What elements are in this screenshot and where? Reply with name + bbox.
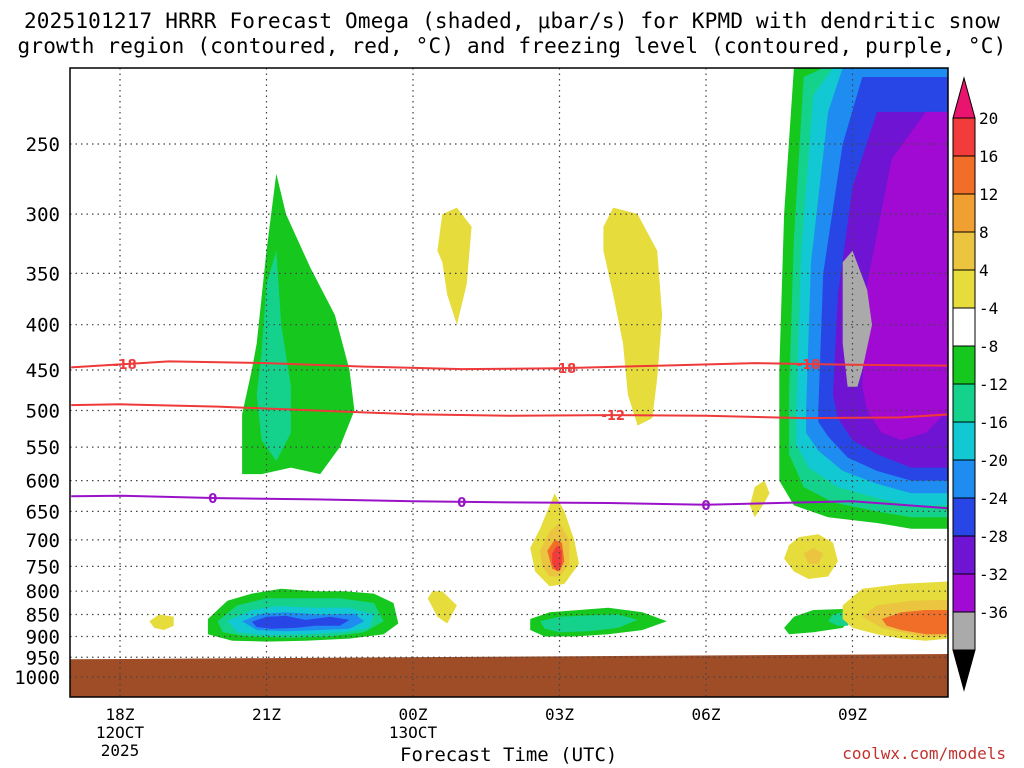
colorbar-swatch-1 xyxy=(952,155,976,195)
colorbar-label-12: -32 xyxy=(979,565,1008,584)
y-tick-label-350: 350 xyxy=(26,263,60,285)
contour-label-freezing-level-2: 0 xyxy=(701,499,710,514)
teal-cell-low-03z xyxy=(540,614,638,633)
y-tick-label-300: 300 xyxy=(26,204,60,226)
colorbar-label-3: 8 xyxy=(979,223,989,242)
red-cell-low-10z xyxy=(881,610,948,635)
colorbar-swatch-10 xyxy=(952,497,976,537)
colorbar-label-7: -12 xyxy=(979,375,1008,394)
x-tick-label-06Z-0: 06Z xyxy=(692,705,721,724)
purple-cell-big-09z xyxy=(862,111,948,441)
colorbar-swatch-4 xyxy=(952,269,976,309)
y-tick-label-600: 600 xyxy=(26,471,60,493)
contour-label-dendritic-bottom-0: -12 xyxy=(601,409,625,424)
colorbar-swatch-7 xyxy=(952,383,976,423)
contour-label-freezing-level-1: 0 xyxy=(457,496,466,511)
x-tick-label-18Z-0: 18Z xyxy=(106,705,135,724)
x-axis-label: Forecast Time (UTC) xyxy=(400,744,618,766)
colorbar-swatch-11 xyxy=(952,535,976,575)
colorbar-arrow-bottom xyxy=(952,649,976,692)
colorbar-swatch-0 xyxy=(952,117,976,157)
navy-cell-low-21z xyxy=(251,615,350,629)
orange-cell-08z xyxy=(803,548,824,564)
x-tick-label-03Z-0: 03Z xyxy=(545,705,574,724)
colorbar-label-8: -16 xyxy=(979,413,1008,432)
colorbar-label-6: -8 xyxy=(979,337,998,356)
colorbar-label-11: -28 xyxy=(979,527,1008,546)
x-tick-label-00Z-1: 13OCT xyxy=(389,723,438,742)
contour-label-freezing-level-0: 0 xyxy=(208,492,217,507)
colorbar-arrow-top xyxy=(952,76,976,119)
gray-cell-09z xyxy=(842,250,872,387)
y-tick-label-450: 450 xyxy=(26,360,60,382)
yellow-cell-0130z xyxy=(437,207,472,325)
y-tick-label-850: 850 xyxy=(26,605,60,627)
x-tick-label-21Z-0: 21Z xyxy=(252,705,281,724)
colorbar-swatch-2 xyxy=(952,193,976,233)
site-credit: coolwx.com/models xyxy=(842,744,1006,763)
colorbar-label-0: 20 xyxy=(979,109,998,128)
contour-dendritic-top xyxy=(71,360,948,371)
y-tick-label-700: 700 xyxy=(26,530,60,552)
contour-label-dendritic-top-0: -18 xyxy=(113,358,137,373)
contour-label-dendritic-top-2: -18 xyxy=(797,358,821,373)
plot-frame xyxy=(69,67,949,698)
x-tick-label-09Z-0: 09Z xyxy=(838,705,867,724)
y-tick-label-1000: 1000 xyxy=(14,667,60,689)
x-tick-label-00Z-0: 00Z xyxy=(399,705,428,724)
chart-title-line-2: growth region (contoured, red, °C) and f… xyxy=(17,34,1007,58)
terrain-ground xyxy=(70,654,948,697)
colorbar-label-1: 16 xyxy=(979,147,998,166)
contour-dendritic-bottom xyxy=(71,403,948,420)
colorbar-label-9: -20 xyxy=(979,451,1008,470)
colorbar-swatch-13 xyxy=(952,611,976,651)
plot-area: -18 -18 -18 -12 0 0 0 xyxy=(70,68,948,697)
contour-label-dendritic-top-1: -18 xyxy=(553,362,577,377)
y-tick-label-250: 250 xyxy=(26,134,60,156)
colorbar-label-5: -4 xyxy=(979,299,998,318)
colorbar-swatch-8 xyxy=(952,421,976,461)
x-tick-label-18Z-2: 2025 xyxy=(101,741,140,760)
colorbar-label-2: 12 xyxy=(979,185,998,204)
colorbar-swatch-5 xyxy=(952,307,976,347)
contour-freezing-level xyxy=(71,494,948,510)
y-tick-label-550: 550 xyxy=(26,437,60,459)
colorbar-swatch-6 xyxy=(952,345,976,385)
y-tick-label-900: 900 xyxy=(26,626,60,648)
colorbar-swatch-3 xyxy=(952,231,976,271)
y-tick-label-500: 500 xyxy=(26,401,60,423)
yellow-cell-04z xyxy=(603,207,663,426)
y-tick-label-800: 800 xyxy=(26,581,60,603)
yellow-cell-1730z xyxy=(749,480,770,518)
colorbar-label-4: 4 xyxy=(979,261,989,280)
x-tick-label-18Z-1: 12OCT xyxy=(96,723,145,742)
core-cell-03z xyxy=(552,545,562,572)
y-tick-label-650: 650 xyxy=(26,501,60,523)
yellow-cell-1820z xyxy=(149,614,174,630)
colorbar-label-10: -24 xyxy=(979,489,1008,508)
y-tick-label-750: 750 xyxy=(26,556,60,578)
colorbar-swatch-9 xyxy=(952,459,976,499)
colorbar-label-13: -36 xyxy=(979,603,1008,622)
y-tick-label-400: 400 xyxy=(26,315,60,337)
yellow-cell-0245z xyxy=(427,591,457,624)
y-tick-label-950: 950 xyxy=(26,647,60,669)
green-cell-21z xyxy=(242,173,355,475)
colorbar-swatch-12 xyxy=(952,573,976,613)
chart-title-line-1: 2025101217 HRRR Forecast Omega (shaded, … xyxy=(23,9,1001,33)
